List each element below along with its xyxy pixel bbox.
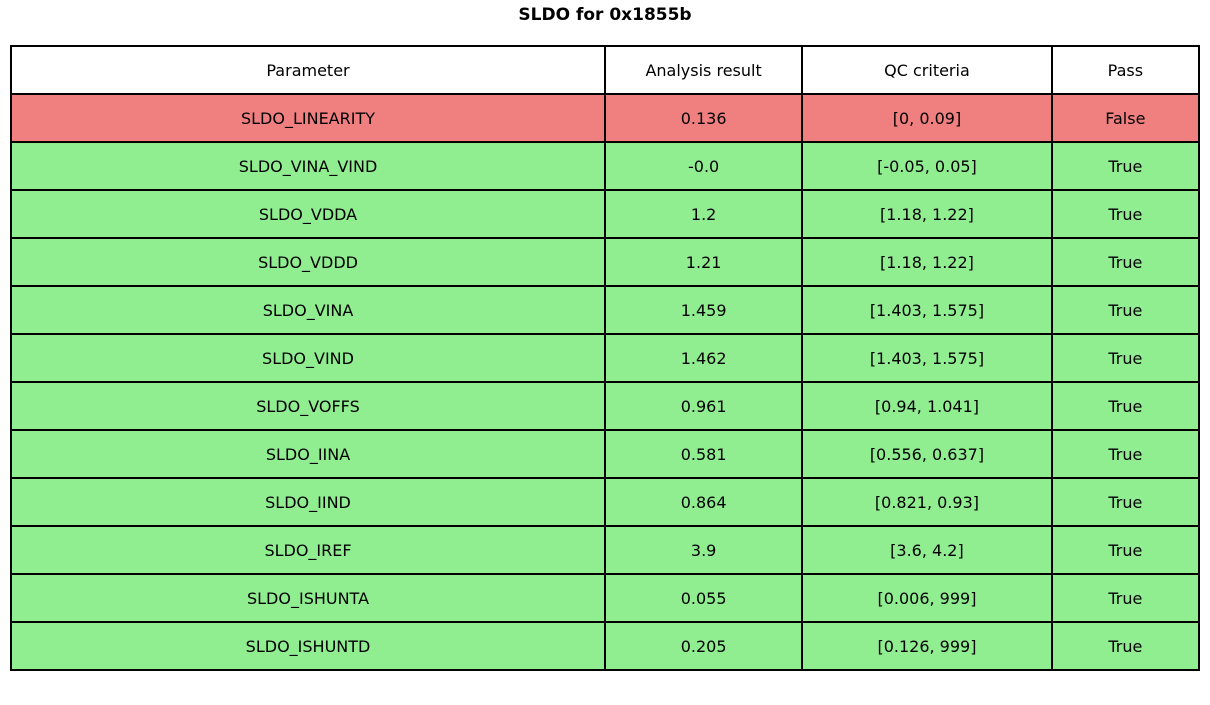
table-row: SLDO_IIND 0.864 [0.821, 0.93] True <box>9 477 1201 527</box>
pass-cell: False <box>1050 93 1201 143</box>
qc-table: Parameter Analysis result QC criteria Pa… <box>9 45 1201 671</box>
column-header-pass: Pass <box>1050 45 1201 95</box>
column-header-analysis-result: Analysis result <box>604 45 804 95</box>
analysis-result-cell: 1.459 <box>604 285 804 335</box>
table-row: SLDO_VINA 1.459 [1.403, 1.575] True <box>9 285 1201 335</box>
qc-table-body: SLDO_LINEARITY 0.136 [0, 0.09] False SLDO_VI… <box>9 93 1201 671</box>
table-row: SLDO_VOFFS 0.961 [0.94, 1.041] True <box>9 381 1201 431</box>
parameter-cell: SLDO_VDDD <box>9 237 607 287</box>
table-row: SLDO_VIND 1.462 [1.403, 1.575] True <box>9 333 1201 383</box>
qc-criteria-cell: [1.403, 1.575] <box>801 285 1053 335</box>
parameter-cell: SLDO_ISHUNTA <box>9 573 607 623</box>
table-row: SLDO_ISHUNTA 0.055 [0.006, 999] True <box>9 573 1201 623</box>
parameter-cell: SLDO_VINA_VIND <box>9 141 607 191</box>
parameter-cell: SLDO_VIND <box>9 333 607 383</box>
qc-table-header: Parameter Analysis result QC criteria Pa… <box>9 45 1201 95</box>
parameter-cell: SLDO_LINEARITY <box>9 93 607 143</box>
table-row: SLDO_IREF 3.9 [3.6, 4.2] True <box>9 525 1201 575</box>
table-row: SLDO_IINA 0.581 [0.556, 0.637] True <box>9 429 1201 479</box>
analysis-result-cell: 1.21 <box>604 237 804 287</box>
qc-criteria-cell: [1.18, 1.22] <box>801 237 1053 287</box>
pass-cell: True <box>1050 429 1201 479</box>
qc-criteria-cell: [0.556, 0.637] <box>801 429 1053 479</box>
qc-criteria-cell: [1.403, 1.575] <box>801 333 1053 383</box>
pass-cell: True <box>1050 525 1201 575</box>
analysis-result-cell: 1.462 <box>604 333 804 383</box>
pass-cell: True <box>1050 237 1201 287</box>
qc-criteria-cell: [0.94, 1.041] <box>801 381 1053 431</box>
parameter-cell: SLDO_VOFFS <box>9 381 607 431</box>
pass-cell: True <box>1050 621 1201 671</box>
analysis-result-cell: 0.205 <box>604 621 804 671</box>
pass-cell: True <box>1050 573 1201 623</box>
qc-criteria-cell: [1.18, 1.22] <box>801 189 1053 239</box>
header-row: Parameter Analysis result QC criteria Pa… <box>9 45 1201 95</box>
analysis-result-cell: 0.864 <box>604 477 804 527</box>
analysis-result-cell: 1.2 <box>604 189 804 239</box>
analysis-result-cell: 0.136 <box>604 93 804 143</box>
table-row: SLDO_LINEARITY 0.136 [0, 0.09] False <box>9 93 1201 143</box>
parameter-cell: SLDO_IREF <box>9 525 607 575</box>
analysis-result-cell: -0.0 <box>604 141 804 191</box>
analysis-result-cell: 0.055 <box>604 573 804 623</box>
qc-criteria-cell: [0, 0.09] <box>801 93 1053 143</box>
analysis-result-cell: 3.9 <box>604 525 804 575</box>
pass-cell: True <box>1050 333 1201 383</box>
analysis-result-cell: 0.581 <box>604 429 804 479</box>
pass-cell: True <box>1050 285 1201 335</box>
column-header-parameter: Parameter <box>9 45 607 95</box>
qc-criteria-cell: [0.821, 0.93] <box>801 477 1053 527</box>
parameter-cell: SLDO_VINA <box>9 285 607 335</box>
parameter-cell: SLDO_VDDA <box>9 189 607 239</box>
pass-cell: True <box>1050 381 1201 431</box>
table-row: SLDO_VDDA 1.2 [1.18, 1.22] True <box>9 189 1201 239</box>
table-row: SLDO_VDDD 1.21 [1.18, 1.22] True <box>9 237 1201 287</box>
qc-criteria-cell: [0.126, 999] <box>801 621 1053 671</box>
pass-cell: True <box>1050 141 1201 191</box>
table-row: SLDO_ISHUNTD 0.205 [0.126, 999] True <box>9 621 1201 671</box>
table-row: SLDO_VINA_VIND -0.0 [-0.05, 0.05] True <box>9 141 1201 191</box>
qc-criteria-cell: [0.006, 999] <box>801 573 1053 623</box>
qc-criteria-cell: [3.6, 4.2] <box>801 525 1053 575</box>
parameter-cell: SLDO_IINA <box>9 429 607 479</box>
qc-criteria-cell: [-0.05, 0.05] <box>801 141 1053 191</box>
parameter-cell: SLDO_IIND <box>9 477 607 527</box>
pass-cell: True <box>1050 189 1201 239</box>
column-header-qc-criteria: QC criteria <box>801 45 1053 95</box>
parameter-cell: SLDO_ISHUNTD <box>9 621 607 671</box>
pass-cell: True <box>1050 477 1201 527</box>
analysis-result-cell: 0.961 <box>604 381 804 431</box>
page-title: SLDO for 0x1855b <box>518 5 692 25</box>
